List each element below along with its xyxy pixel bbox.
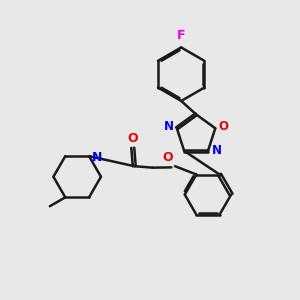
Text: F: F — [177, 29, 185, 42]
Text: N: N — [212, 144, 221, 158]
Text: O: O — [128, 132, 138, 145]
Text: O: O — [163, 151, 173, 164]
Text: O: O — [219, 120, 229, 133]
Text: N: N — [164, 120, 174, 133]
Text: N: N — [92, 151, 102, 164]
